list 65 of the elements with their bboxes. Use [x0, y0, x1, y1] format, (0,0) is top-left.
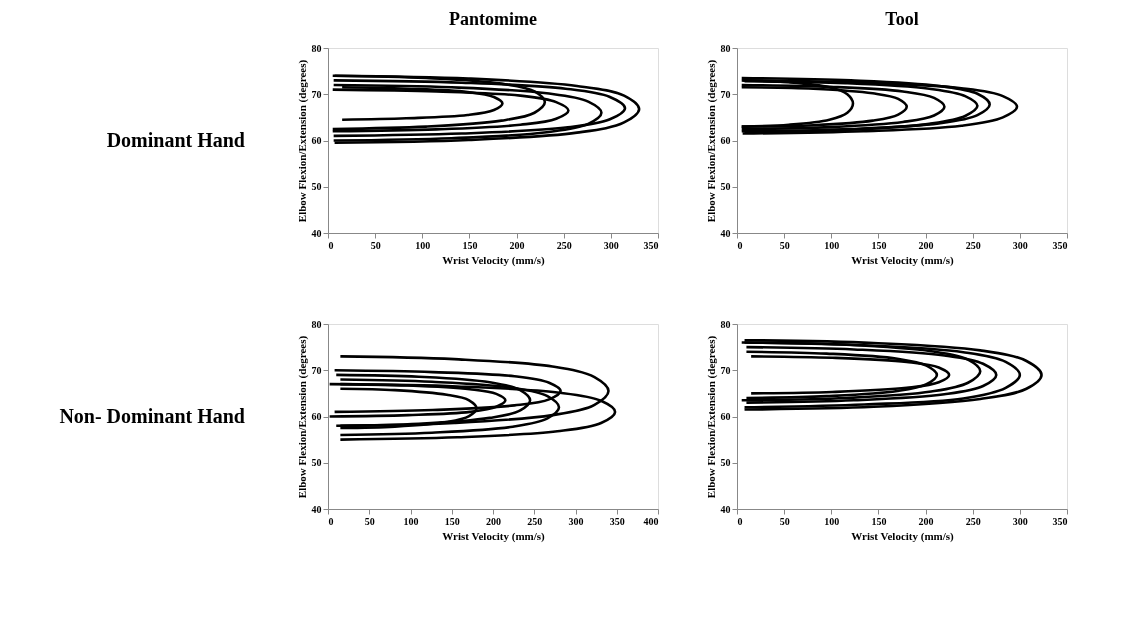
x-tick-label: 350 [1052, 515, 1068, 527]
chart-title: Pantomime [449, 9, 537, 29]
x-tick-label: 200 [509, 239, 525, 251]
y-tick-label: 80 [311, 318, 322, 330]
text: Dominant Hand [106, 128, 245, 151]
y-tick-label: 80 [311, 42, 322, 54]
x-tick-label: 400 [643, 515, 659, 527]
y-tick-label: 60 [720, 411, 731, 422]
x-tick-label: 50 [779, 239, 790, 251]
y-tick-label: 70 [311, 88, 322, 100]
y-tick-label: 50 [720, 457, 731, 469]
y-tick-label: 40 [720, 503, 731, 515]
x-tick-label: 250 [556, 239, 572, 251]
y-axis-title: Elbow Flexion/Extension (degrees) [295, 335, 309, 499]
x-tick-label: 0 [737, 239, 743, 251]
y-tick-label: 60 [311, 135, 322, 146]
y-tick-label: 40 [311, 503, 322, 515]
x-tick-label: 100 [824, 515, 840, 527]
x-tick-label: 300 [1012, 239, 1028, 251]
x-tick-label: 250 [965, 239, 981, 251]
x-tick-label: 0 [328, 515, 334, 527]
chart-title: Tool [885, 9, 919, 29]
y-tick-label: 50 [720, 181, 731, 193]
x-tick-label: 150 [462, 239, 478, 251]
y-tick-label: 70 [720, 88, 731, 100]
y-axis-title: Elbow Flexion/Extension (degrees) [704, 59, 718, 223]
x-tick-label: 100 [824, 239, 840, 251]
y-tick-label: 70 [311, 364, 322, 376]
x-tick-label: 300 [568, 515, 584, 527]
x-axis-title: Wrist Velocity (mm/s) [851, 529, 955, 543]
x-tick-label: 300 [603, 239, 619, 251]
x-tick-label: 350 [609, 515, 625, 527]
y-tick-label: 80 [720, 318, 731, 330]
x-tick-label: 200 [918, 515, 934, 527]
x-tick-label: 100 [403, 515, 419, 527]
y-axis-title: Elbow Flexion/Extension (degrees) [704, 335, 718, 499]
y-tick-label: 60 [311, 411, 322, 422]
x-tick-label: 100 [415, 239, 431, 251]
x-tick-label: 150 [444, 515, 460, 527]
x-tick-label: 50 [779, 515, 790, 527]
x-tick-label: 150 [871, 239, 887, 251]
x-tick-label: 350 [1052, 239, 1068, 251]
x-tick-label: 250 [527, 515, 543, 527]
x-tick-label: 350 [643, 239, 659, 251]
x-tick-label: 0 [737, 515, 743, 527]
x-tick-label: 300 [1012, 515, 1028, 527]
x-tick-label: 0 [328, 239, 334, 251]
x-tick-label: 200 [918, 239, 934, 251]
y-tick-label: 50 [311, 181, 322, 193]
y-tick-label: 50 [311, 457, 322, 469]
y-tick-label: 70 [720, 364, 731, 376]
y-axis-title: Elbow Flexion/Extension (degrees) [295, 59, 309, 223]
x-tick-label: 250 [965, 515, 981, 527]
y-tick-label: 60 [720, 135, 731, 146]
x-axis-title: Wrist Velocity (mm/s) [442, 253, 546, 267]
x-axis-title: Wrist Velocity (mm/s) [851, 253, 955, 267]
x-tick-label: 150 [871, 515, 887, 527]
x-tick-label: 200 [486, 515, 501, 527]
y-tick-label: 40 [311, 227, 322, 239]
x-tick-label: 50 [370, 239, 381, 251]
x-tick-label: 50 [364, 515, 375, 527]
y-tick-label: 80 [720, 42, 731, 54]
text: Non- Dominant Hand [59, 404, 245, 427]
y-tick-label: 40 [720, 227, 731, 239]
x-axis-title: Wrist Velocity (mm/s) [442, 529, 546, 543]
